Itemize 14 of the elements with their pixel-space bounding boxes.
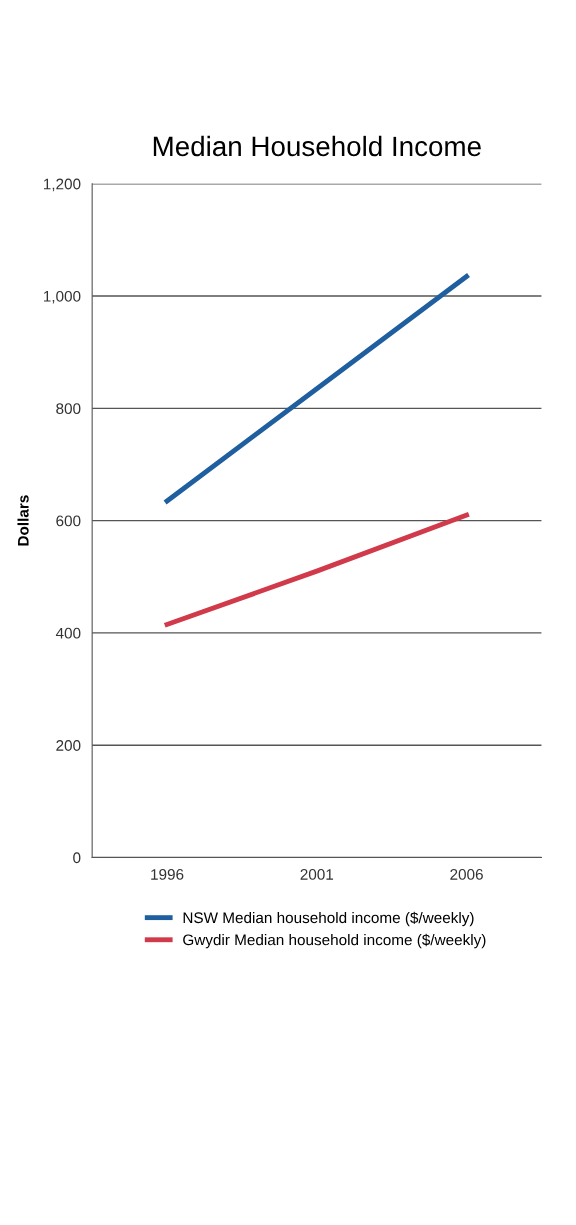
y-axis-title: Dollars (17, 495, 29, 546)
x-tick-label: 2001 (300, 869, 334, 880)
y-tick-label: 800 (56, 403, 81, 415)
y-tick-label: 400 (55, 627, 81, 639)
chart-title: Median Household Income (153, 135, 481, 157)
x-tick-label: 2006 (450, 869, 483, 880)
y-tick-label: 1,200 (43, 178, 81, 192)
x-tick-label: 1996 (151, 869, 184, 880)
legend-label: NSW Median household income ($/weekly) (183, 911, 474, 927)
y-tick-label: 0 (73, 852, 81, 864)
y-tick-label: 1,000 (43, 290, 81, 304)
legend-label: Gwydir Median household income ($/weekly) (183, 933, 486, 949)
y-tick-label: 600 (56, 515, 81, 527)
y-tick-label: 200 (56, 740, 81, 751)
